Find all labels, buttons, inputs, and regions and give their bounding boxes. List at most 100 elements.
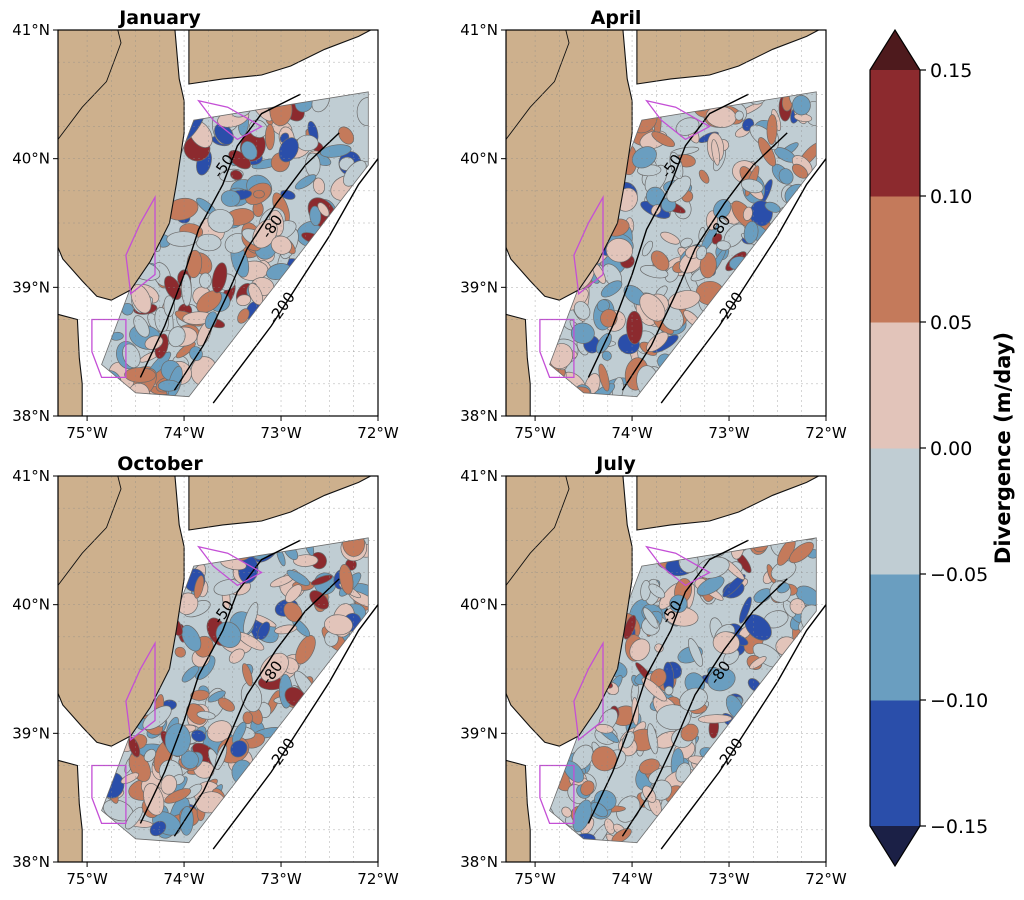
divergence-patch (629, 638, 651, 662)
divergence-patch (766, 114, 778, 145)
map-panel-july: -50-80-200 41°N 40°N 39°N 38°N 75°W 74°W 73°W 72… (460, 453, 847, 888)
colorbar-level (870, 574, 920, 701)
divergence-patch (650, 250, 670, 271)
region-outline (101, 537, 369, 844)
panel-title: July (594, 453, 636, 475)
divergence-patch (196, 710, 216, 720)
isobath-m50 (587, 93, 749, 378)
divergence-patch (646, 331, 669, 352)
divergence-patch (189, 346, 203, 361)
divergence-patch (228, 648, 245, 664)
lat-tick-label: 39°N (460, 724, 498, 742)
divergence-patch (698, 227, 706, 242)
isobath-m200 (660, 604, 826, 850)
region-outline (101, 91, 369, 398)
divergence-patch (181, 624, 202, 652)
divergence-patch (324, 614, 353, 636)
divergence-patch (695, 245, 707, 260)
divergence-patch (181, 273, 192, 307)
divergence-patch (641, 677, 667, 702)
wind-area-new-jersey (573, 194, 604, 296)
divergence-patch (168, 326, 186, 348)
divergence-patch (143, 748, 156, 762)
lat-tick-label: 38°N (460, 853, 498, 871)
lon-tick-label: 73°W (708, 870, 750, 888)
divergence-patch (600, 280, 623, 298)
divergence-patch (616, 795, 641, 823)
divergence-patch (125, 806, 144, 830)
divergence-patch (270, 235, 292, 255)
divergence-patch (160, 774, 177, 795)
divergence-patch (133, 315, 150, 338)
colorbar-tick-label: −0.15 (930, 816, 988, 838)
colorbar-tick-label: 0.10 (930, 186, 972, 208)
lat-tick-label: 40°N (12, 150, 50, 168)
wind-area-delaware (539, 318, 575, 379)
lon-tick-label: 73°W (260, 870, 302, 888)
colorbar-tick-label: −0.05 (930, 564, 988, 586)
state-border (58, 30, 122, 141)
divergence-patch (215, 621, 242, 649)
divergence-patch (739, 596, 752, 624)
wind-area-new-jersey (573, 640, 604, 742)
isobath-m200 (660, 158, 826, 404)
divergence-patch (312, 177, 326, 195)
divergence-patch (666, 175, 692, 203)
divergence-patch (338, 126, 355, 145)
land-delmarva (58, 313, 83, 416)
divergence-patch (722, 574, 746, 598)
lat-tick-label: 38°N (12, 853, 50, 871)
lat-tick-label: 38°N (460, 407, 498, 425)
lon-tick-label: 74°W (163, 870, 205, 888)
land-delmarva (506, 313, 531, 416)
colorbar-label: Divergence (m/day) (991, 332, 1015, 564)
divergence-patch (242, 711, 253, 725)
isobath-m50 (587, 539, 749, 824)
divergence-patch (642, 607, 659, 629)
divergence-patch (285, 584, 303, 603)
colorbar-level (870, 196, 920, 323)
panel-frame (57, 475, 379, 863)
divergence-patch (707, 668, 736, 692)
divergence-patch (654, 643, 664, 653)
divergence-patch (778, 168, 794, 185)
divergence-patch (296, 134, 319, 152)
divergence-patch (598, 363, 610, 392)
colorbar-level (870, 70, 920, 197)
divergence-patch (179, 806, 194, 836)
lon-tick-label: 73°W (708, 424, 750, 442)
isobath-m200 (212, 604, 378, 850)
region-outline (549, 537, 817, 844)
panel-frame (505, 29, 827, 417)
divergence-patch (339, 564, 354, 595)
isobath-m200 (212, 158, 378, 404)
divergence-patch (356, 97, 369, 127)
divergence-patch (174, 646, 186, 658)
lat-tick-label: 41°N (460, 21, 498, 39)
colorbar-level (870, 322, 920, 449)
colorbar-tick-label: 0.05 (930, 312, 972, 334)
colorbar-tick-label: −0.10 (930, 690, 988, 712)
colorbar-tick-label: 0.15 (930, 60, 972, 82)
land-new-jersey (506, 476, 633, 747)
divergence-patch (561, 806, 572, 818)
divergence-patch (660, 231, 680, 245)
lon-tick-label: 72°W (805, 870, 847, 888)
land-delmarva (506, 759, 531, 862)
divergence-patch (163, 295, 175, 317)
divergence-patch (605, 238, 633, 263)
lat-tick-label: 38°N (12, 407, 50, 425)
divergence-patch (253, 189, 265, 199)
lon-tick-label: 73°W (260, 424, 302, 442)
wind-area-new-jersey (125, 640, 156, 742)
divergence-patch (236, 294, 252, 307)
wind-area-delaware (539, 764, 575, 825)
map-content: -50-80-200 (58, 476, 378, 862)
divergence-patch (573, 301, 591, 320)
divergence-patch (595, 724, 614, 734)
lon-tick-label: 72°W (805, 424, 847, 442)
divergence-patch (744, 614, 772, 641)
state-border (506, 30, 570, 141)
